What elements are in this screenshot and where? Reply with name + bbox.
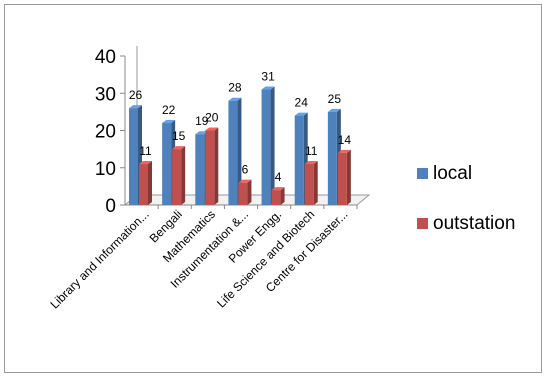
data-label-outstation-1: 15 — [172, 129, 186, 143]
bar-top-face — [129, 105, 142, 109]
bar-front-face — [327, 111, 337, 205]
bar-local-3 — [228, 97, 242, 205]
bar-top-face — [304, 161, 318, 165]
bar-front-face — [304, 164, 314, 205]
data-label-local-0: 26 — [129, 88, 143, 102]
bar-top-face — [228, 97, 242, 101]
y-tick-label: 30 — [95, 84, 116, 105]
data-label-local-2: 19 — [195, 114, 209, 128]
data-label-local-5: 24 — [295, 96, 309, 110]
y-tick-label: 40 — [95, 47, 116, 68]
legend-swatch — [417, 218, 428, 229]
x-category-label: Library and Information... — [47, 207, 151, 311]
y-tick-label: 0 — [105, 196, 116, 217]
y-tick-label: 20 — [95, 122, 116, 143]
bar-local-4 — [261, 86, 275, 205]
bar-outstation-1 — [172, 146, 186, 205]
legend-label: outstation — [433, 213, 515, 234]
bar-top-face — [337, 149, 351, 153]
legend-swatch — [417, 168, 428, 179]
bar-top-face — [294, 112, 308, 116]
bar-top-face — [205, 127, 219, 131]
bar-front-face — [172, 149, 182, 205]
data-label-local-3: 28 — [228, 81, 242, 95]
bar-front-face — [162, 123, 172, 205]
bar-front-face — [195, 134, 205, 205]
bar-front-face — [261, 89, 271, 205]
bar-front-face — [129, 108, 138, 205]
data-label-outstation-4: 4 — [275, 170, 282, 184]
bar-side-face — [280, 187, 285, 205]
bar-outstation-0 — [139, 161, 152, 205]
bar-outstation-3 — [238, 179, 252, 205]
bar-outstation-4 — [271, 187, 285, 205]
bar-front-face — [238, 182, 248, 205]
bar-top-face — [139, 161, 152, 165]
x-axis: Library and Information...BengaliMathema… — [47, 204, 358, 311]
bar-top-face — [238, 179, 252, 183]
bar-side-face — [346, 149, 351, 205]
bar-front-face — [271, 190, 281, 205]
bar-side-face — [181, 146, 186, 205]
bar-front-face — [139, 164, 148, 205]
data-label-outstation-5: 11 — [305, 144, 318, 158]
bar-side-face — [214, 127, 219, 205]
bar-side-face — [148, 161, 152, 205]
bar-side-face — [247, 179, 252, 205]
bar-side-face — [270, 86, 275, 205]
bar-top-face — [271, 187, 285, 191]
data-label-local-4: 31 — [261, 70, 275, 84]
data-label-local-6: 25 — [328, 92, 342, 106]
bar-top-face — [327, 108, 341, 112]
legend-label: local — [433, 163, 472, 184]
data-label-local-1: 22 — [162, 103, 176, 117]
bar-outstation-2 — [205, 127, 219, 205]
legend-item-local: local — [417, 163, 472, 184]
bar-top-face — [162, 120, 176, 124]
data-label-outstation-6: 14 — [338, 133, 352, 147]
bar-front-face — [337, 152, 347, 205]
bar-top-face — [172, 146, 186, 150]
y-axis: 0 10 20 30 40 — [95, 47, 126, 217]
bars — [129, 86, 351, 205]
bar-outstation-6 — [337, 149, 351, 205]
bar-outstation-5 — [304, 161, 318, 205]
bar-side-face — [313, 161, 318, 205]
bar-front-face — [294, 115, 304, 205]
data-label-outstation-0: 11 — [139, 144, 152, 158]
bar-front-face — [205, 130, 215, 205]
data-label-outstation-2: 20 — [205, 111, 219, 125]
data-label-outstation-3: 6 — [242, 163, 249, 177]
legend: local outstation — [417, 163, 515, 234]
bar-top-face — [261, 86, 275, 90]
legend-item-outstation: outstation — [417, 213, 515, 234]
bar-side-face — [237, 97, 242, 205]
bar-front-face — [228, 100, 238, 205]
bar-top-face — [195, 131, 209, 135]
y-tick-label: 10 — [95, 159, 116, 180]
